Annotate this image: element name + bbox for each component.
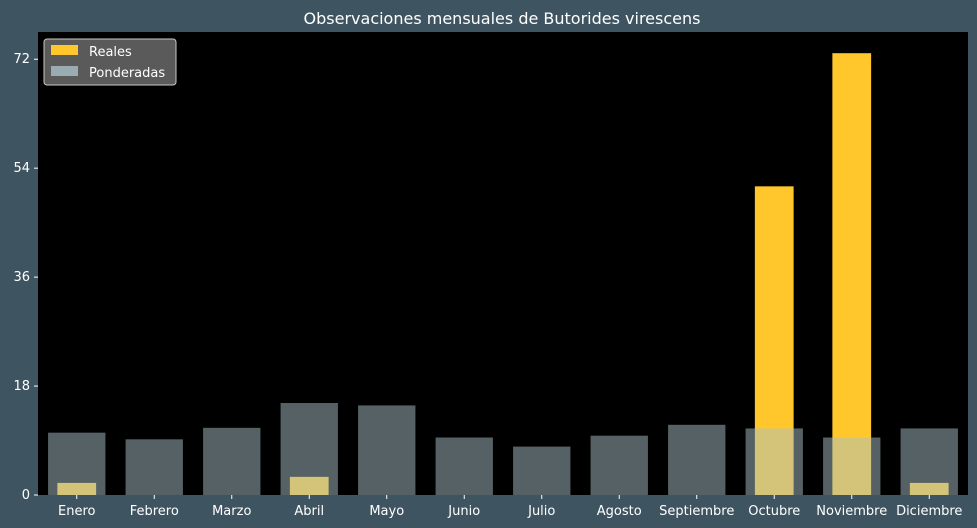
x-tick-label-septiembre: Septiembre: [659, 504, 734, 519]
bar-ponderadas-junio: [435, 437, 493, 495]
x-tick-label-agosto: Agosto: [597, 504, 642, 519]
x-axis: Enero Febrero Marzo Abril Mayo Junio Julio Agos…: [58, 495, 962, 519]
bar-ponderadas-diciembre: [900, 428, 958, 495]
bar-ponderadas-noviembre: [823, 437, 881, 495]
x-tick-label-julio: Julio: [527, 504, 555, 519]
bar-ponderadas-agosto: [590, 435, 648, 495]
y-tick-label-54: 54: [13, 161, 30, 176]
chart-title: Observaciones mensuales de Butorides vir…: [304, 9, 701, 28]
x-tick-label-marzo: Marzo: [212, 504, 251, 519]
x-tick-label-octubre: Octubre: [748, 504, 800, 519]
bar-ponderadas-octubre: [745, 428, 803, 495]
y-tick-label-72: 72: [13, 52, 30, 67]
y-tick-label-36: 36: [13, 270, 30, 285]
x-tick-label-junio: Junio: [447, 504, 480, 519]
legend: Reales Ponderadas: [43, 38, 177, 86]
plot-area: [38, 32, 968, 495]
x-tick-label-abril: Abril: [294, 504, 324, 519]
x-tick-label-diciembre: Diciembre: [896, 504, 962, 519]
y-axis: 0 18 36 54 72: [13, 52, 38, 503]
series-ponderadas: [48, 403, 958, 495]
y-tick-label-18: 18: [13, 379, 30, 394]
bar-ponderadas-julio: [513, 446, 571, 495]
x-tick-label-febrero: Febrero: [130, 504, 179, 519]
bar-ponderadas-septiembre: [668, 424, 726, 495]
bar-reales-noviembre: [832, 53, 872, 495]
x-tick-label-enero: Enero: [58, 504, 96, 519]
legend-swatch-ponderadas: [51, 66, 78, 76]
bar-ponderadas-febrero: [125, 439, 183, 495]
bar-ponderadas-enero: [48, 432, 106, 495]
bar-ponderadas-mayo: [358, 405, 416, 495]
legend-label-reales: Reales: [89, 45, 132, 60]
bar-ponderadas-marzo: [203, 427, 261, 495]
legend-swatch-reales: [51, 45, 78, 55]
bar-ponderadas-abril: [280, 403, 338, 495]
legend-label-ponderadas: Ponderadas: [89, 66, 165, 81]
x-tick-label-mayo: Mayo: [369, 504, 404, 519]
y-tick-label-0: 0: [22, 488, 30, 503]
x-tick-label-noviembre: Noviembre: [816, 504, 887, 519]
